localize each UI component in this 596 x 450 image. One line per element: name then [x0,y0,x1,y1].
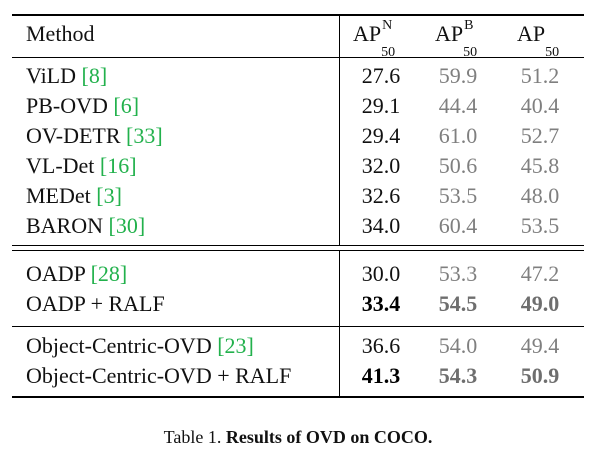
citation-link[interactable]: [8] [81,63,108,88]
group-rule-double-b [12,250,584,251]
bottom-rule [12,396,584,398]
table-caption: Table 1. Results of OVD on COCO. [0,427,596,447]
top-rule [12,14,584,16]
citation-link[interactable]: [33] [126,123,163,148]
header-rule [12,57,584,58]
column-separator [339,327,340,396]
citation-link[interactable]: [16] [99,153,137,178]
header-ap-all: AP50 [517,21,560,61]
citation-link[interactable]: [6] [113,93,140,118]
header-ap-novel: AP N 50 [353,18,396,61]
group-rule-double-a [12,245,584,246]
citation-link[interactable]: [3] [96,183,122,208]
citation-link[interactable]: [28] [90,261,128,286]
caption-text: Results of OVD on COCO. [225,427,433,447]
column-separator [339,251,340,326]
caption-label: Table 1. [163,427,226,447]
group-rule [12,326,584,327]
citation-link[interactable]: [23] [217,333,254,358]
column-separator [339,16,340,57]
citation-link[interactable]: [30] [108,213,146,238]
column-separator [339,58,340,245]
header-ap-base: AP B 50 [435,18,478,61]
header-method: Method [26,21,95,46]
